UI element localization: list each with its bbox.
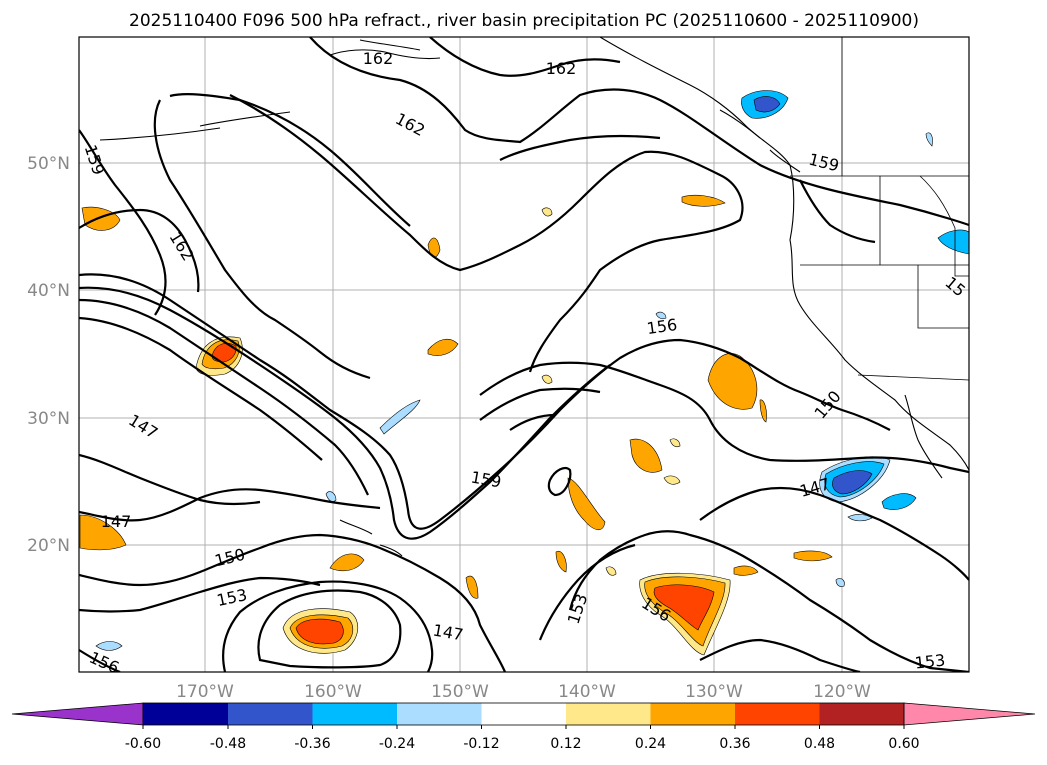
contour-label: 162: [363, 49, 394, 68]
lon-label: 120°W: [813, 682, 871, 702]
longitude-labels: 170°W 160°W 150°W 140°W 130°W 120°W: [176, 682, 871, 702]
anomaly-positive: [427, 338, 459, 356]
anomaly-positive: [653, 584, 715, 631]
colorbar-segment: [819, 703, 904, 725]
anomaly-negative: [832, 470, 873, 495]
anomaly-negative: [753, 96, 781, 113]
height-contours: [79, 37, 969, 672]
colorbar-ticks: [142, 725, 905, 729]
colorbar-tick-label: -0.24: [379, 736, 415, 752]
anomaly-positive: [79, 514, 127, 551]
map-title: 2025110400 F096 500 hPa refract., river …: [129, 11, 919, 31]
colorbar-tick-label: -0.36: [294, 736, 330, 752]
anomaly-positive: [555, 550, 567, 573]
contour-label: 153: [914, 650, 946, 672]
anomaly-positive: [567, 477, 606, 531]
colorbar: -0.60 -0.48 -0.36 -0.24 -0.12 0.12 0.24 …: [11, 702, 1036, 752]
lon-label: 140°W: [558, 682, 616, 702]
contour-label: 156: [645, 315, 678, 338]
colorbar-tick-label: 0.12: [550, 736, 581, 752]
anomaly-positive: [759, 399, 767, 423]
anomaly-positive: [541, 374, 553, 384]
anomaly-positive: [211, 343, 237, 363]
colorbar-under-arrow: [11, 702, 144, 726]
anomaly-positive: [465, 575, 479, 599]
lat-label: 40°N: [27, 281, 70, 301]
anomaly-positive: [669, 438, 681, 448]
colorbar-tick-label: 0.48: [804, 736, 835, 752]
colorbar-segment: [650, 703, 735, 725]
colorbar-tick-label: -0.12: [463, 736, 499, 752]
colorbar-over-arrow: [903, 702, 1036, 726]
anomaly-negative: [937, 229, 969, 255]
anomaly-negative: [925, 132, 933, 147]
lon-label: 130°W: [685, 682, 743, 702]
contour-label: 162: [546, 59, 577, 78]
anomaly-positive: [793, 550, 833, 562]
anomaly-positive: [733, 565, 759, 576]
graticule: [79, 37, 969, 672]
anomaly-positive: [663, 475, 681, 485]
anomaly-negative: [95, 641, 123, 651]
colorbar-frame: [142, 702, 905, 726]
shading-layer: [79, 90, 969, 656]
anomaly-positive: [295, 618, 344, 645]
map-content: 162 162 162 162 159 159 159 156 156 156 …: [79, 37, 969, 672]
lon-label: 160°W: [304, 682, 362, 702]
anomaly-positive: [605, 566, 617, 576]
contour-label: 147: [101, 512, 132, 531]
colorbar-tick-label: 0.60: [888, 736, 919, 752]
colorbar-tick-label: 0.36: [719, 736, 750, 752]
colorbar-segment: [566, 703, 651, 725]
lat-label: 30°N: [27, 409, 70, 429]
latitude-labels: 50°N 40°N 30°N 20°N: [27, 154, 70, 556]
anomaly-negative: [655, 311, 667, 320]
colorbar-segment: [143, 703, 228, 725]
anomaly-negative: [325, 491, 337, 502]
anomaly-positive: [629, 438, 663, 473]
anomaly-positive: [681, 194, 726, 207]
lon-label: 170°W: [176, 682, 234, 702]
anomaly-positive: [707, 353, 758, 410]
anomaly-negative: [835, 578, 845, 587]
colorbar-tick-label: -0.60: [125, 736, 161, 752]
anomaly-negative: [847, 514, 873, 522]
lon-label: 150°W: [431, 682, 489, 702]
colorbar-segment: [735, 703, 820, 725]
lat-label: 50°N: [27, 154, 70, 174]
anomaly-negative: [379, 399, 421, 435]
political-borders: [790, 37, 969, 381]
colorbar-tick-label: -0.48: [210, 736, 246, 752]
anomaly-positive: [329, 553, 365, 572]
anomaly-positive: [541, 207, 553, 217]
colorbar-segment: [481, 703, 566, 725]
colorbar-segment: [228, 703, 313, 725]
coastlines: [99, 37, 969, 557]
colorbar-segment: [312, 703, 397, 725]
map-frame: [78, 36, 970, 673]
lat-label: 20°N: [27, 536, 70, 556]
anomaly-negative: [881, 493, 917, 510]
colorbar-segment: [397, 703, 482, 725]
colorbar-tick-label: 0.24: [635, 736, 666, 752]
